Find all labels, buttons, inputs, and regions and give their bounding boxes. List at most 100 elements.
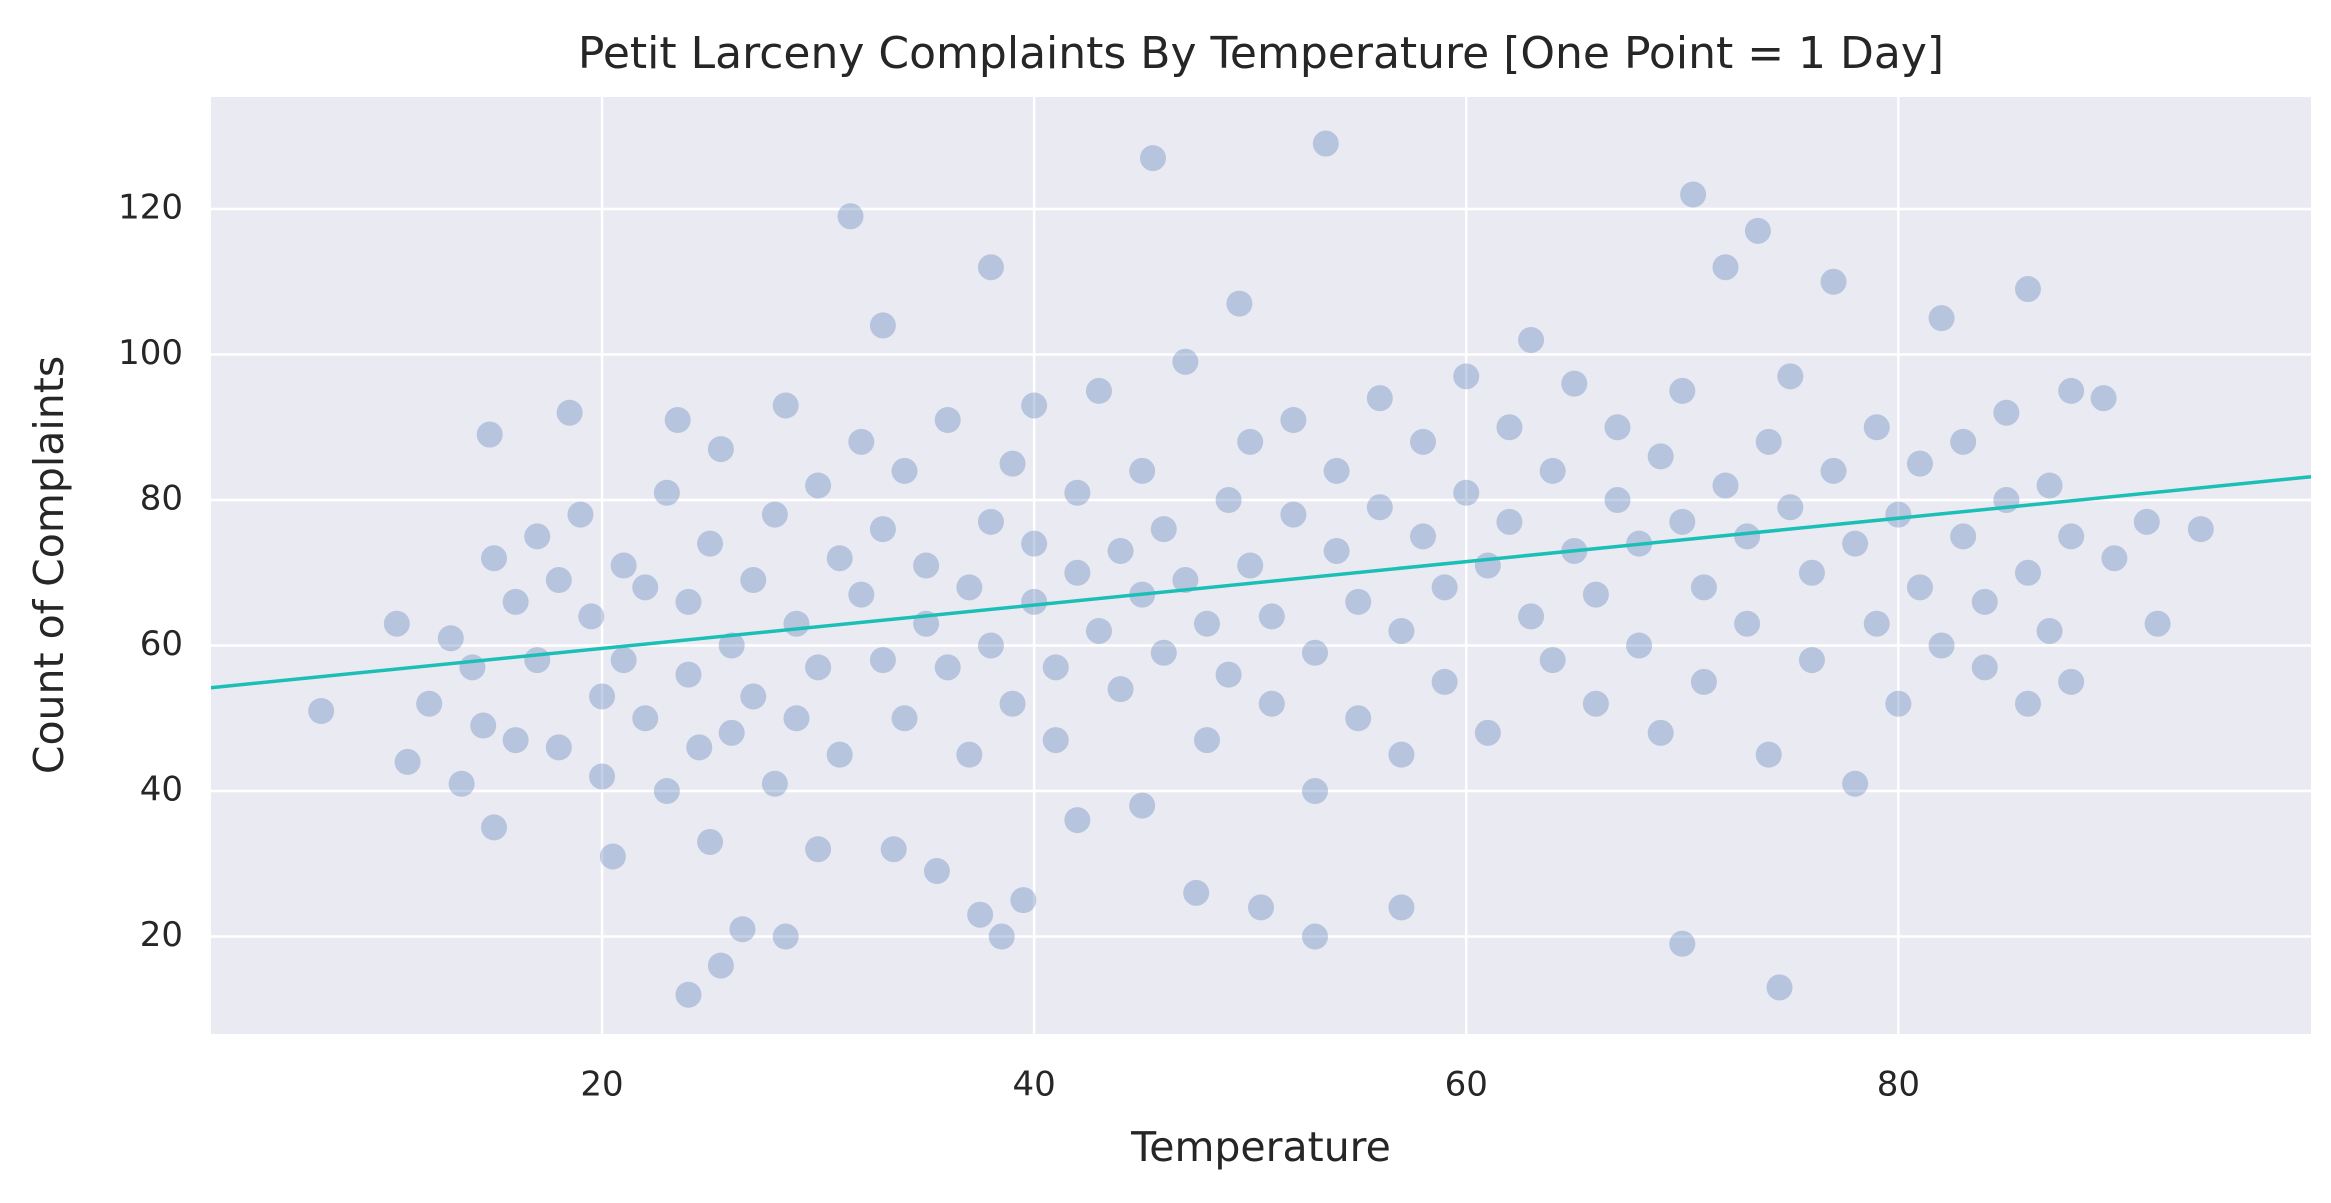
point xyxy=(1906,450,1933,477)
point xyxy=(1388,617,1415,644)
y-tick-label: 100 xyxy=(118,333,183,373)
point xyxy=(2090,385,2117,412)
point xyxy=(2058,523,2085,550)
point xyxy=(1474,719,1501,746)
point xyxy=(956,741,983,768)
point xyxy=(437,625,464,652)
point xyxy=(1863,610,1890,637)
point xyxy=(675,981,702,1008)
point xyxy=(2058,377,2085,404)
point xyxy=(1906,574,1933,601)
point xyxy=(805,836,832,863)
point xyxy=(502,588,529,615)
point xyxy=(1712,254,1739,281)
point xyxy=(956,574,983,601)
point xyxy=(761,770,788,797)
point xyxy=(545,734,572,761)
point xyxy=(1453,363,1480,390)
point xyxy=(1248,894,1274,921)
point xyxy=(1766,974,1793,1001)
point xyxy=(2014,276,2041,303)
point xyxy=(805,654,832,681)
point xyxy=(697,530,724,557)
point xyxy=(1388,741,1415,768)
point xyxy=(1798,647,1825,674)
point xyxy=(2187,516,2214,543)
point xyxy=(1129,792,1156,819)
y-tick-label: 40 xyxy=(140,770,183,810)
point xyxy=(1215,661,1242,688)
point xyxy=(1237,552,1264,579)
point xyxy=(1680,181,1707,208)
point xyxy=(545,567,572,594)
point xyxy=(783,610,810,637)
x-axis-label: Temperature xyxy=(1130,1123,1391,1171)
point xyxy=(1183,879,1210,906)
point xyxy=(1561,370,1588,397)
point xyxy=(1021,530,1048,557)
point xyxy=(1431,574,1458,601)
point xyxy=(1842,530,1869,557)
point xyxy=(1366,385,1393,412)
point xyxy=(599,843,626,870)
point xyxy=(1820,268,1847,295)
point xyxy=(1064,479,1091,506)
point xyxy=(1172,567,1199,594)
point xyxy=(1669,377,1696,404)
point xyxy=(1744,217,1771,244)
point xyxy=(610,647,637,674)
point xyxy=(967,901,994,928)
chart-title: Petit Larceny Complaints By Temperature … xyxy=(578,28,1944,79)
point xyxy=(1237,428,1264,455)
point xyxy=(869,312,896,339)
point xyxy=(1777,363,1804,390)
point xyxy=(481,814,508,841)
point xyxy=(1345,705,1372,732)
point xyxy=(934,407,961,434)
point xyxy=(1734,523,1761,550)
point xyxy=(632,705,659,732)
point xyxy=(653,479,680,506)
point xyxy=(988,923,1015,950)
point xyxy=(470,712,497,739)
point xyxy=(934,654,961,681)
point xyxy=(1474,552,1501,579)
point xyxy=(1928,305,1955,332)
point xyxy=(556,399,583,426)
point xyxy=(2144,610,2171,637)
x-tick-label: 80 xyxy=(1877,1065,1920,1105)
point xyxy=(1496,508,1523,535)
point xyxy=(880,836,907,863)
point xyxy=(1971,654,1998,681)
point xyxy=(675,661,702,688)
point xyxy=(977,254,1004,281)
point xyxy=(1345,588,1372,615)
point xyxy=(1539,457,1566,484)
point xyxy=(999,450,1026,477)
point xyxy=(589,683,616,710)
point xyxy=(1302,639,1329,666)
point xyxy=(1885,690,1912,717)
point xyxy=(1323,457,1350,484)
point xyxy=(2101,545,2128,572)
point xyxy=(1129,457,1156,484)
point xyxy=(2036,472,2063,499)
point xyxy=(1215,487,1242,514)
point xyxy=(1312,130,1339,157)
point xyxy=(1410,428,1437,455)
point xyxy=(1842,770,1869,797)
point xyxy=(869,647,896,674)
point xyxy=(1755,741,1782,768)
grid xyxy=(211,97,2311,1034)
point xyxy=(761,501,788,528)
point xyxy=(1280,501,1307,528)
point xyxy=(1539,647,1566,674)
point xyxy=(740,567,767,594)
point xyxy=(1647,719,1674,746)
point xyxy=(1085,377,1112,404)
point xyxy=(1669,930,1696,957)
point xyxy=(1928,632,1955,659)
point xyxy=(1366,494,1393,521)
point xyxy=(869,516,896,543)
